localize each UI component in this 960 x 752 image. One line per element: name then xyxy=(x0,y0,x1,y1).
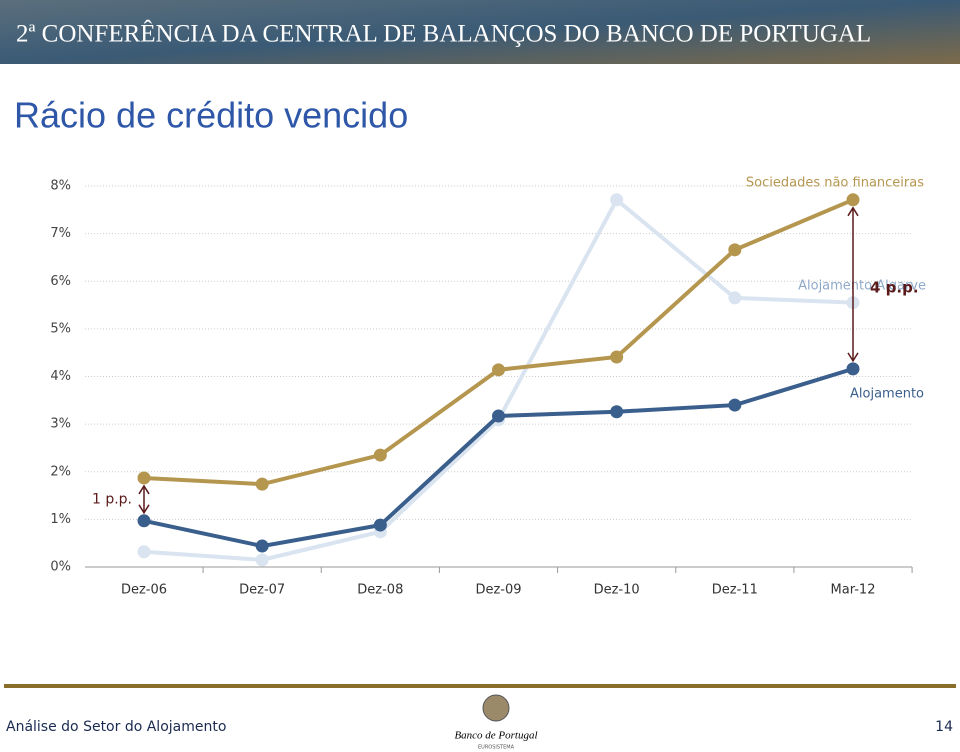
x-tick-label: Dez-11 xyxy=(712,583,758,598)
y-tick-label: 4% xyxy=(50,369,71,384)
point xyxy=(610,405,624,419)
point xyxy=(137,514,151,528)
x-tick-label: Dez-07 xyxy=(239,583,285,598)
point xyxy=(373,518,387,532)
point xyxy=(255,539,269,553)
banner-bg xyxy=(0,0,960,64)
plot: 0% 1% 2% 3% 4% 5% 6% 7% 8% Dez-06 Dez-07 Dez-08 Dez-… xyxy=(50,176,926,598)
chart-title: Rácio de crédito vencido xyxy=(14,95,408,136)
point xyxy=(846,362,860,376)
x-tick-label: Dez-09 xyxy=(475,583,521,598)
series-line xyxy=(143,197,854,487)
y-tick-label: 6% xyxy=(50,274,71,289)
arrow-head xyxy=(138,504,150,515)
x-tick-label: Mar-12 xyxy=(831,583,876,598)
arrow-head xyxy=(847,206,859,217)
annotation: 1 p.p. xyxy=(92,491,132,507)
arrow-head xyxy=(847,352,859,363)
y-tick-label: 1% xyxy=(50,512,71,527)
point xyxy=(255,477,269,491)
point xyxy=(728,243,742,257)
series-line xyxy=(143,196,854,562)
y-tick-label: 7% xyxy=(50,226,71,241)
point xyxy=(610,350,624,364)
series-label: Alojamento xyxy=(850,387,924,402)
point xyxy=(255,553,269,567)
y-tick-label: 8% xyxy=(50,179,71,194)
point xyxy=(492,363,505,377)
banner-text: 2ª CONFERÊNCIA DA CENTRAL DE BALANÇOS DO… xyxy=(16,20,871,48)
logo-text: Banco de Portugal xyxy=(454,730,537,742)
logo-sub: EUROSISTEMA xyxy=(478,745,515,751)
footer-left: Análise do Setor do Alojamento xyxy=(6,719,226,735)
point xyxy=(373,448,387,462)
point xyxy=(137,545,151,559)
point xyxy=(137,471,151,485)
series-label: Alojamento Algarve xyxy=(798,279,926,294)
y-tick-label: 2% xyxy=(50,464,71,479)
x-tick-label: Dez-08 xyxy=(357,583,403,598)
arrow-head xyxy=(138,484,150,495)
point xyxy=(492,409,505,423)
point xyxy=(610,193,624,207)
y-tick-label: 3% xyxy=(50,417,71,432)
annotation: 4 p.p. xyxy=(870,279,919,297)
point xyxy=(728,291,742,305)
x-tick-label: Dez-06 xyxy=(121,583,167,598)
y-tick-label: 5% xyxy=(50,321,71,336)
x-tick-label: Dez-10 xyxy=(594,583,640,598)
page-number: 14 xyxy=(935,719,953,735)
point xyxy=(728,398,742,412)
series-label: Sociedades não financeiras xyxy=(746,176,924,191)
point xyxy=(846,193,860,207)
logo-emblem xyxy=(482,694,510,722)
y-tick-label: 0% xyxy=(50,560,71,575)
